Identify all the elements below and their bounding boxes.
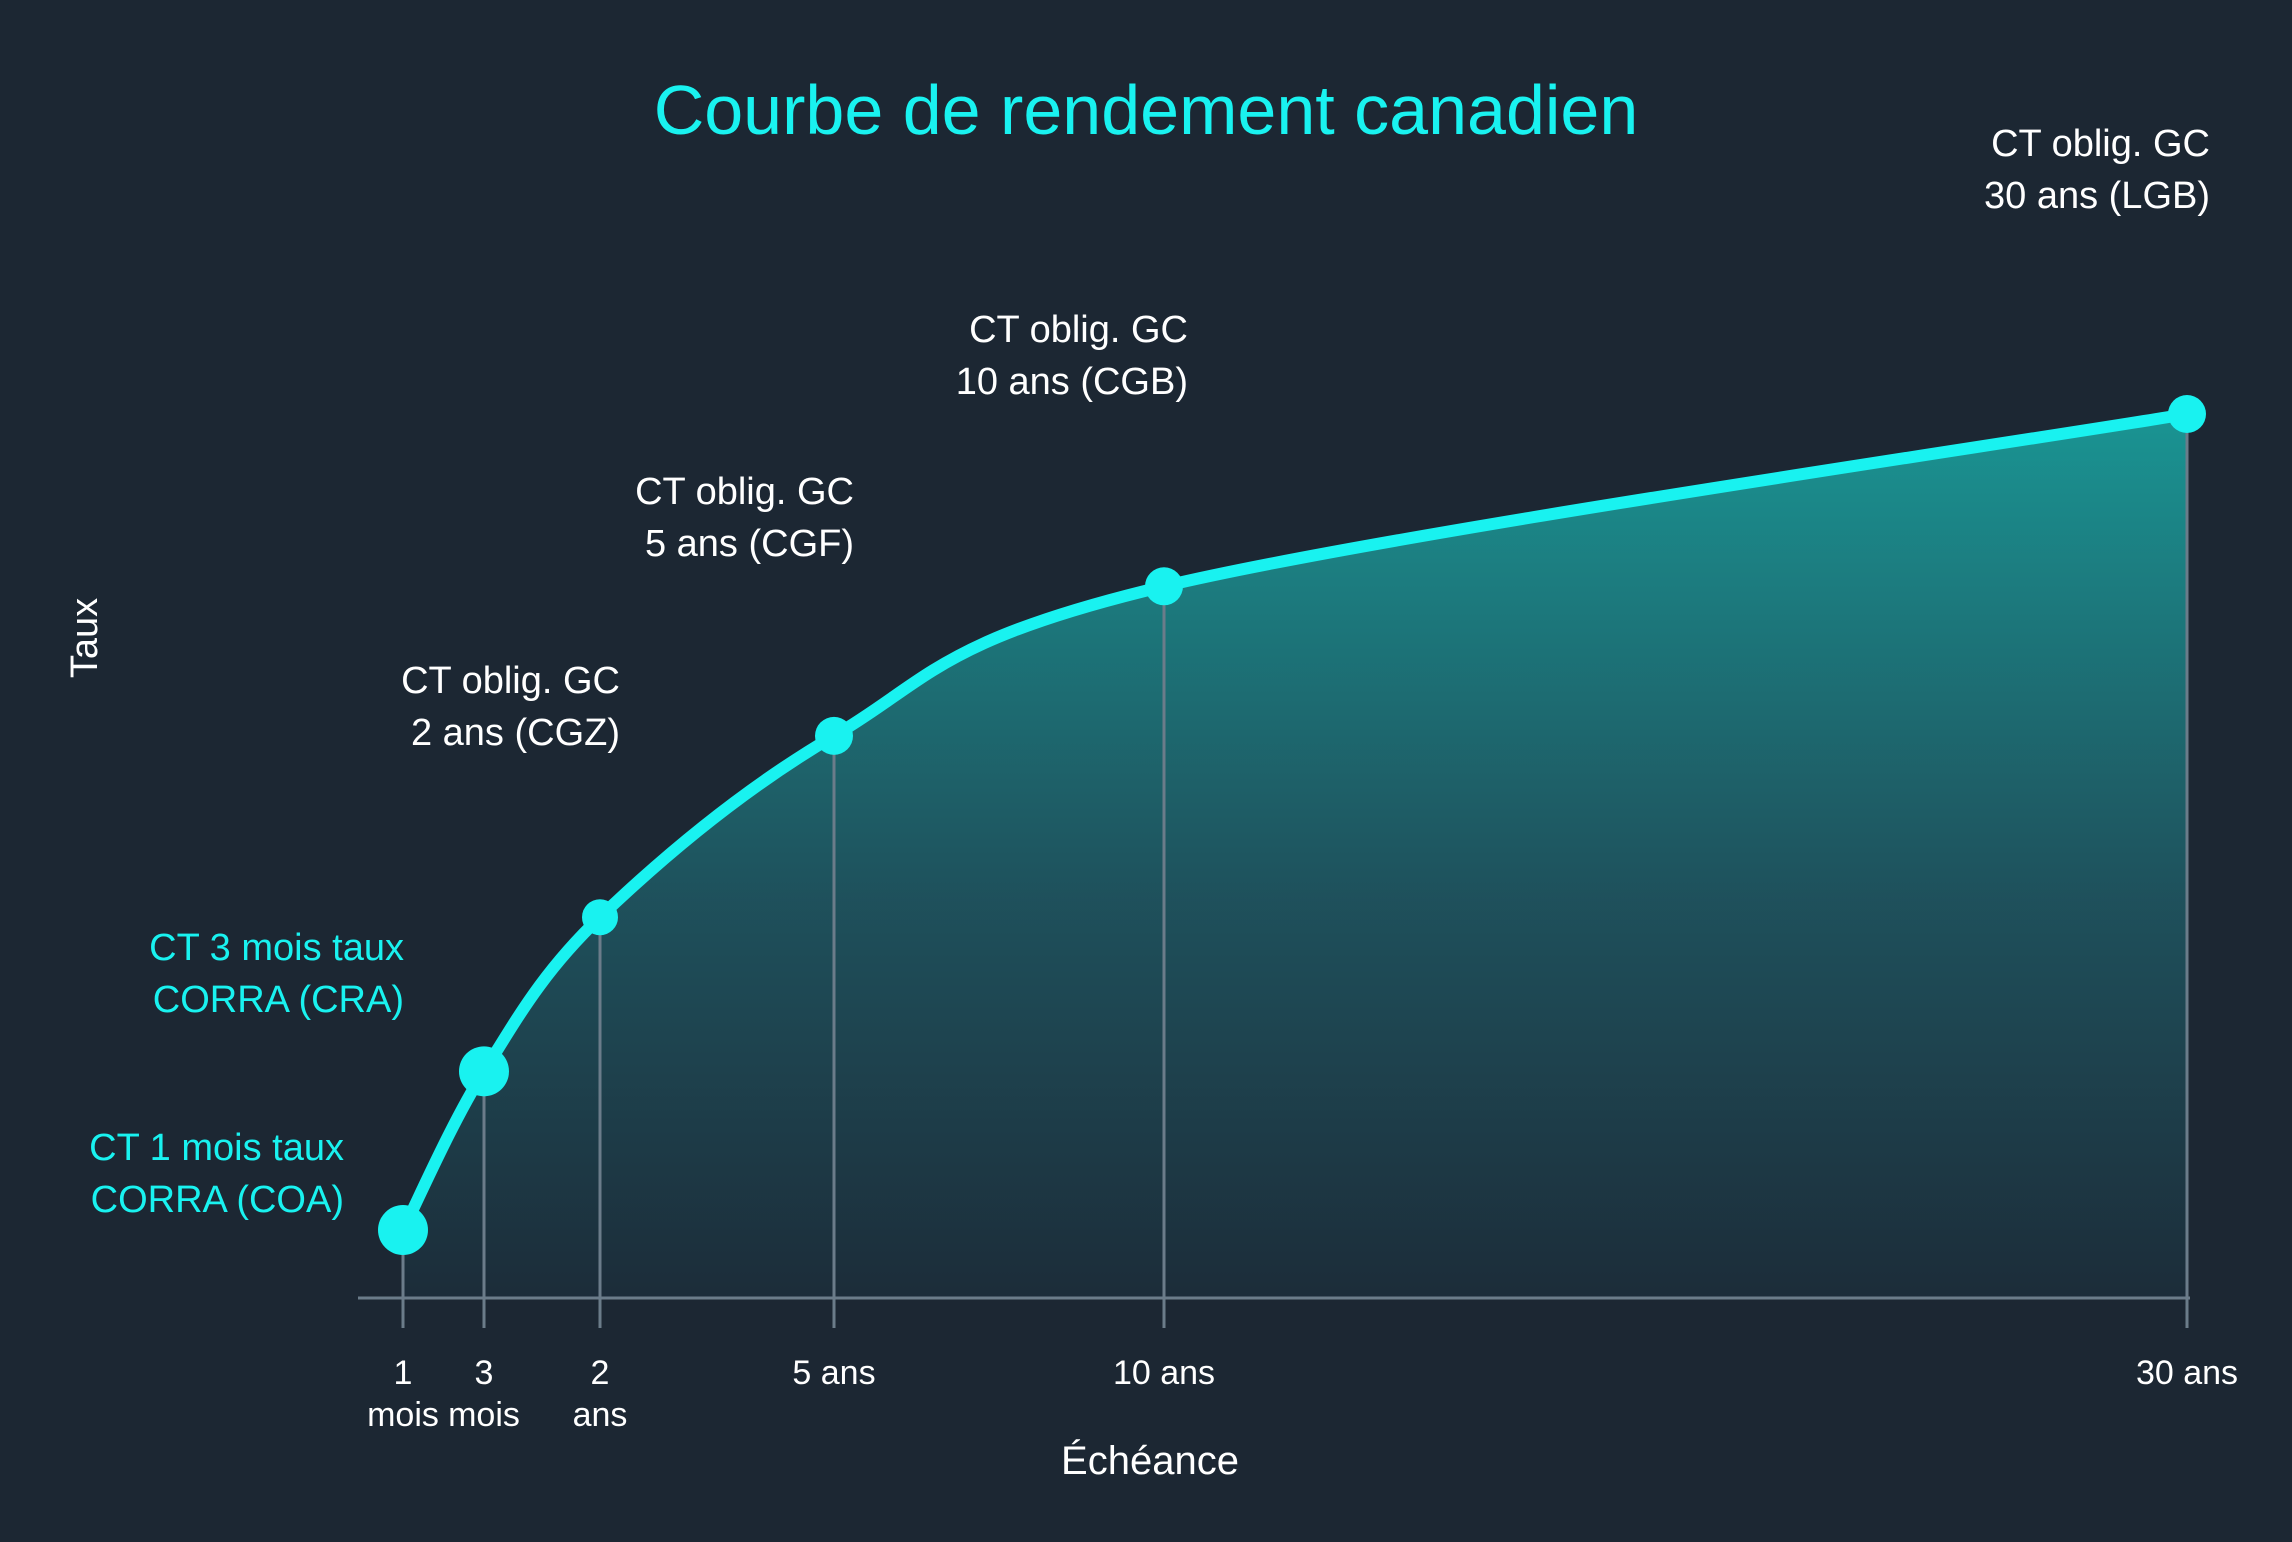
x-tick-label-6-line-1: 30 ans (2136, 1354, 2238, 1392)
data-point-1 (378, 1205, 428, 1255)
point-label-5-line-1: CT oblig. GC (969, 309, 1188, 351)
data-point-4 (815, 716, 853, 755)
point-label-6-line-1: CT oblig. GC (1991, 123, 2210, 165)
y-axis-label: Taux (64, 598, 106, 678)
curve-area-fill (403, 414, 2187, 1298)
x-tick-label-1-line-2: mois (367, 1396, 439, 1434)
x-tick-labels: 1 mois 3 mois 2 ans 5 ans 10 ans 30 ans (367, 1354, 2238, 1434)
x-tick-label-5-line-1: 10 ans (1113, 1354, 1215, 1392)
point-label-5-line-2: 10 ans (CGB) (956, 361, 1188, 403)
point-label-1: CT 1 mois taux CORRA (COA) (89, 1127, 344, 1221)
x-tick-label-1-line-1: 1 (394, 1354, 413, 1392)
x-tick-label-2: 3 mois (448, 1354, 520, 1434)
point-label-4: CT oblig. GC 5 ans (CGF) (635, 471, 854, 565)
x-tick-label-3-line-1: 2 (591, 1354, 610, 1392)
point-label-3-line-2: 2 ans (CGZ) (411, 712, 620, 754)
point-label-5: CT oblig. GC 10 ans (CGB) (956, 309, 1188, 403)
point-label-2: CT 3 mois taux CORRA (CRA) (149, 927, 404, 1021)
x-tick-label-2-line-2: mois (448, 1396, 520, 1434)
point-label-3-line-1: CT oblig. GC (401, 660, 620, 702)
point-label-3: CT oblig. GC 2 ans (CGZ) (401, 660, 620, 754)
x-tick-label-3-line-2: ans (573, 1396, 628, 1434)
point-label-6-line-2: 30 ans (LGB) (1984, 175, 2210, 217)
x-axis-label: Échéance (1061, 1438, 1239, 1483)
x-tick-label-1: 1 mois (367, 1354, 439, 1434)
data-point-6 (2168, 395, 2206, 433)
x-ticks (401, 1298, 2189, 1328)
drop-lines (401, 414, 2189, 1298)
data-point-5 (1145, 567, 1183, 606)
x-tick-label-4: 5 ans (792, 1354, 875, 1392)
x-tick-label-5: 10 ans (1113, 1354, 1215, 1392)
point-label-4-line-1: CT oblig. GC (635, 471, 854, 513)
point-label-6: CT oblig. GC 30 ans (LGB) (1984, 123, 2210, 217)
x-tick-label-4-line-1: 5 ans (792, 1354, 875, 1392)
point-label-4-line-2: 5 ans (CGF) (645, 523, 854, 565)
point-label-2-line-1: CT 3 mois taux (149, 927, 404, 969)
point-labels: CT 1 mois taux CORRA (COA)CT 3 mois taux C… (89, 123, 2210, 1221)
data-point-3 (582, 899, 618, 936)
x-tick-label-2-line-1: 3 (475, 1354, 494, 1392)
point-label-2-line-2: CORRA (CRA) (153, 979, 404, 1021)
point-label-1-line-2: CORRA (COA) (91, 1179, 344, 1221)
x-tick-label-3: 2 ans (573, 1354, 628, 1434)
point-markers (378, 395, 2206, 1255)
chart-title: Courbe de rendement canadien (654, 71, 1639, 149)
data-point-2 (459, 1046, 509, 1097)
x-tick-label-6: 30 ans (2136, 1354, 2238, 1392)
point-label-1-line-1: CT 1 mois taux (89, 1127, 344, 1169)
